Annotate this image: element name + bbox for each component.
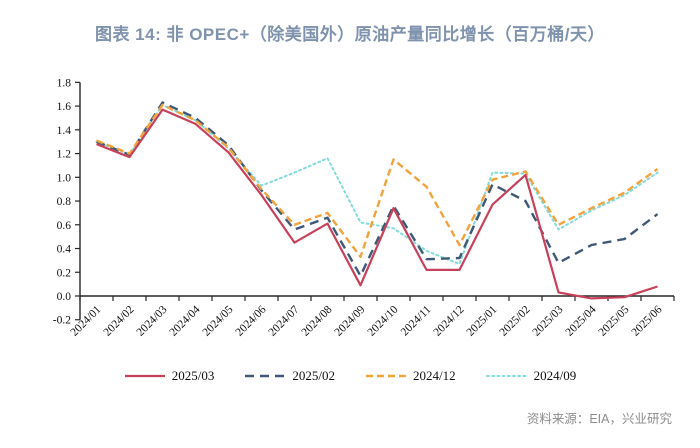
x-axis-label: 2024/01 [68,303,103,338]
x-axis-label: 2025/05 [596,303,631,338]
x-axis-label: 2024/08 [299,303,334,338]
x-axis-label: 2024/02 [101,303,136,338]
legend-label: 2025/03 [171,368,215,383]
x-axis-label: 2025/03 [530,303,565,338]
legend-item-2025-02[interactable]: 2025/02 [244,368,335,384]
source-note: 资料来源：EIA，兴业研究 [526,412,672,426]
y-tick-label: 1.6 [57,101,72,113]
y-tick-label: 1.2 [57,149,72,161]
y-tick-label: 1.4 [57,125,72,137]
series-line-2025-03 [96,108,658,300]
x-axis-label: 2024/03 [134,303,169,338]
y-tick-label: 0.6 [57,220,72,232]
line-chart-canvas: -0.2 0.0 0.2 0.4 0.6 0.8 1.0 1.2 1.4 1.6 1.8 2024/0… [53,77,675,339]
x-axis-label: 2025/01 [464,303,499,338]
y-tick-label: 0.4 [57,244,72,256]
legend-item-2025-03[interactable]: 2025/03 [124,368,215,384]
y-tick-label: -0.2 [53,315,71,327]
x-axis-label: 2024/07 [266,303,301,338]
legend-item-2024-09[interactable]: 2024/09 [485,368,577,384]
legend-label: 2024/12 [413,368,456,383]
y-tick-label: 0.8 [57,196,72,208]
y-tick-label: 1.0 [57,172,72,184]
x-axis-label: 2024/11 [399,303,434,338]
legend-label: 2024/09 [533,368,577,383]
legend-item-2024-12[interactable]: 2024/12 [365,368,456,384]
chart-title: 图表 14: 非 OPEC+（除美国外）原油产量同比增长（百万桶/天） [94,25,606,44]
chart-legend: 2025/03 2025/02 2024/12 2024/09 [0,368,700,384]
x-axis-label: 2025/06 [629,303,664,338]
series-line-2024-12 [96,103,659,259]
y-tick-label: 0.0 [57,291,72,303]
y-tick-label: 0.2 [57,267,72,279]
x-axis-label: 2024/05 [200,303,235,338]
x-axis-label: 2024/09 [332,303,367,338]
legend-swatch-2025-03 [124,374,165,378]
x-axis-label: 2025/02 [497,303,532,338]
axes: -0.2 0.0 0.2 0.4 0.6 0.8 1.0 1.2 1.4 1.6 1.8 [53,77,675,327]
legend-swatch-2025-02 [245,374,286,378]
legend-swatch-2024-12 [366,374,406,378]
x-axis-label: 2024/04 [167,303,202,338]
x-axis-label: 2024/06 [233,303,268,338]
x-axis-label: 2024/10 [365,303,400,338]
legend-swatch-2024-09 [485,375,528,377]
y-tick-label: 1.8 [57,77,72,89]
x-axis-label: 2025/04 [563,303,598,338]
series-line-2025-02 [96,101,659,278]
legend-label: 2025/02 [292,368,335,383]
x-axis-label: 2024/12 [431,303,466,338]
